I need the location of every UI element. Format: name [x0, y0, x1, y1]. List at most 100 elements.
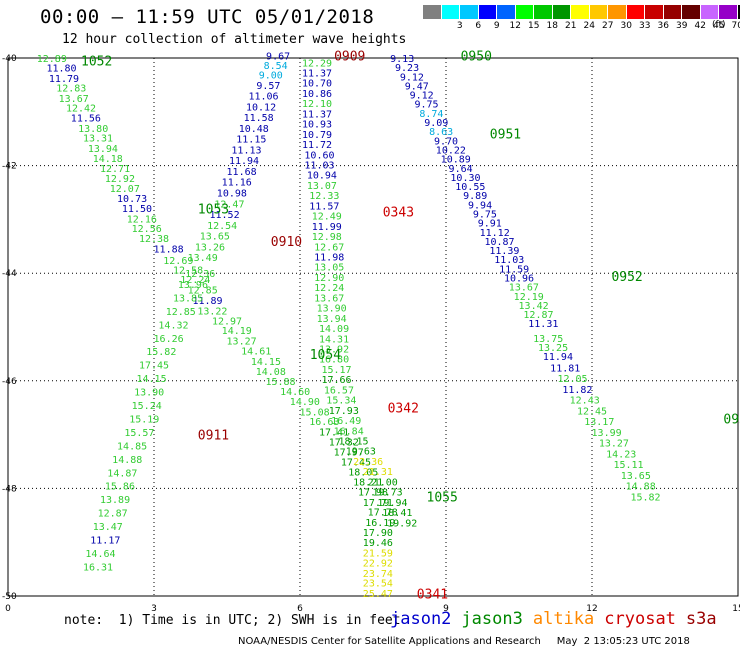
data-point: 16.80 [319, 355, 349, 366]
colorbar-label: 3 [456, 21, 463, 31]
colorbar-swatch [571, 5, 590, 19]
time-label: 0343 [383, 205, 414, 220]
data-point: 13.92 [319, 345, 349, 356]
data-point: 11.17 [90, 536, 120, 547]
data-point: 11.99 [312, 222, 342, 233]
data-point: 15.34 [326, 396, 356, 407]
data-point: 13.65 [200, 232, 230, 243]
y-tick-label: -40 [2, 54, 17, 64]
data-point: 22.36 [353, 457, 383, 468]
x-tick-label: 3 [151, 604, 157, 614]
colorbar-swatch [626, 5, 645, 19]
legend-item-cryosat: cryosat [604, 609, 676, 629]
legend-item-jason3: jason3 [461, 609, 523, 629]
data-point: 11.94 [229, 156, 259, 167]
y-tick-label: -48 [2, 484, 17, 494]
data-point: 12.07 [110, 184, 140, 195]
data-point: 14.88 [626, 482, 656, 493]
data-point: 11.82 [562, 385, 592, 396]
data-point: 13.42 [519, 301, 549, 312]
data-point: 9.67 [266, 51, 290, 62]
data-point: 13.67 [59, 94, 89, 105]
data-point: 13.85 [173, 293, 203, 304]
data-point: 13.80 [78, 124, 108, 135]
data-point: 17.45 [139, 361, 169, 372]
data-point: 9.75 [473, 209, 497, 220]
data-point: 17.97 [334, 447, 364, 458]
data-point: 9.91 [478, 219, 502, 230]
data-point: 12.24 [314, 283, 344, 294]
colorbar-label: 6 [475, 21, 482, 31]
data-point: 15.88 [265, 377, 295, 388]
data-point: 19.63 [346, 447, 376, 458]
data-point: 13.96 [178, 280, 208, 291]
data-point: 12.83 [56, 84, 86, 95]
data-point: 18.21 [353, 477, 383, 488]
colorbar-swatch [460, 5, 479, 19]
data-point: 9.75 [414, 100, 438, 111]
data-point: 10.73 [117, 194, 147, 205]
data-point: 12.85 [188, 285, 218, 296]
colorbar-swatch [534, 5, 553, 19]
time-label: 1054 [310, 348, 341, 363]
colorbar-label: 39 [676, 21, 688, 31]
data-point: 15.86 [105, 482, 135, 493]
data-point: 15.82 [146, 347, 176, 358]
colorbar-swatch [478, 5, 497, 19]
data-point: 19.92 [387, 518, 417, 529]
data-point: 12.87 [523, 310, 553, 321]
data-point: 11.56 [71, 114, 101, 125]
data-point: 13.27 [227, 336, 257, 347]
data-point: 10.48 [239, 124, 269, 135]
data-point: 14.08 [256, 367, 286, 378]
data-point: 14.15 [251, 357, 281, 368]
x-tick-label: 9 [443, 604, 449, 614]
footer-credit: NOAA/NESDIS Center for Satellite Applica… [238, 636, 690, 647]
data-point: 12.36 [185, 269, 215, 280]
data-point: 15.19 [129, 414, 159, 425]
data-point: 11.16 [222, 178, 252, 189]
data-point: 12.47 [214, 199, 244, 210]
data-point: 10.30 [450, 173, 480, 184]
data-point: 13.89 [100, 495, 130, 506]
data-point: 11.80 [46, 64, 76, 75]
data-point: 11.59 [499, 264, 529, 275]
data-point: 10.98 [217, 189, 247, 200]
data-point: 15.57 [124, 428, 154, 439]
colorbar-label: 15 [528, 21, 540, 31]
data-point: 11.98 [314, 253, 344, 264]
data-point: 15.11 [613, 460, 643, 471]
data-point: 14.60 [280, 387, 310, 398]
time-label: 0342 [388, 402, 419, 417]
colorbar-label: 27 [602, 21, 614, 31]
data-point: 9.94 [468, 200, 492, 211]
data-point: 21.31 [363, 467, 393, 478]
data-point: 9.57 [256, 81, 280, 92]
data-point: 17.45 [341, 458, 371, 469]
data-point: 16.49 [331, 416, 361, 427]
legend-item-altika: altika [532, 609, 595, 629]
colorbar-swatch [497, 5, 516, 19]
y-tick-label: -42 [2, 162, 17, 172]
data-point: 13.94 [317, 314, 347, 325]
x-tick-label: 12 [586, 604, 597, 614]
data-point: 13.75 [533, 334, 563, 345]
data-point: 14.19 [222, 326, 252, 337]
data-point: 22.92 [363, 559, 393, 570]
colorbar-swatch [515, 5, 534, 19]
data-point: 11.94 [543, 352, 573, 363]
data-point: 12.16 [127, 214, 157, 225]
time-label: 0911 [198, 429, 229, 444]
colorbar-label: 36 [657, 21, 669, 31]
data-point: 9.70 [434, 136, 458, 147]
data-point: 9.12 [410, 91, 434, 102]
colorbar-swatch [423, 5, 442, 19]
data-point: 17.71 [363, 498, 393, 509]
data-point: 12.67 [314, 242, 344, 253]
colorbar-label: 12 [509, 21, 521, 31]
data-point: 12.19 [514, 292, 544, 303]
time-label: 1053 [198, 203, 229, 218]
data-point: 17.66 [321, 375, 351, 386]
data-point: 16.63 [309, 417, 339, 428]
satellite-legend: jason2 jason3 altika cryosat s3a [390, 609, 727, 629]
